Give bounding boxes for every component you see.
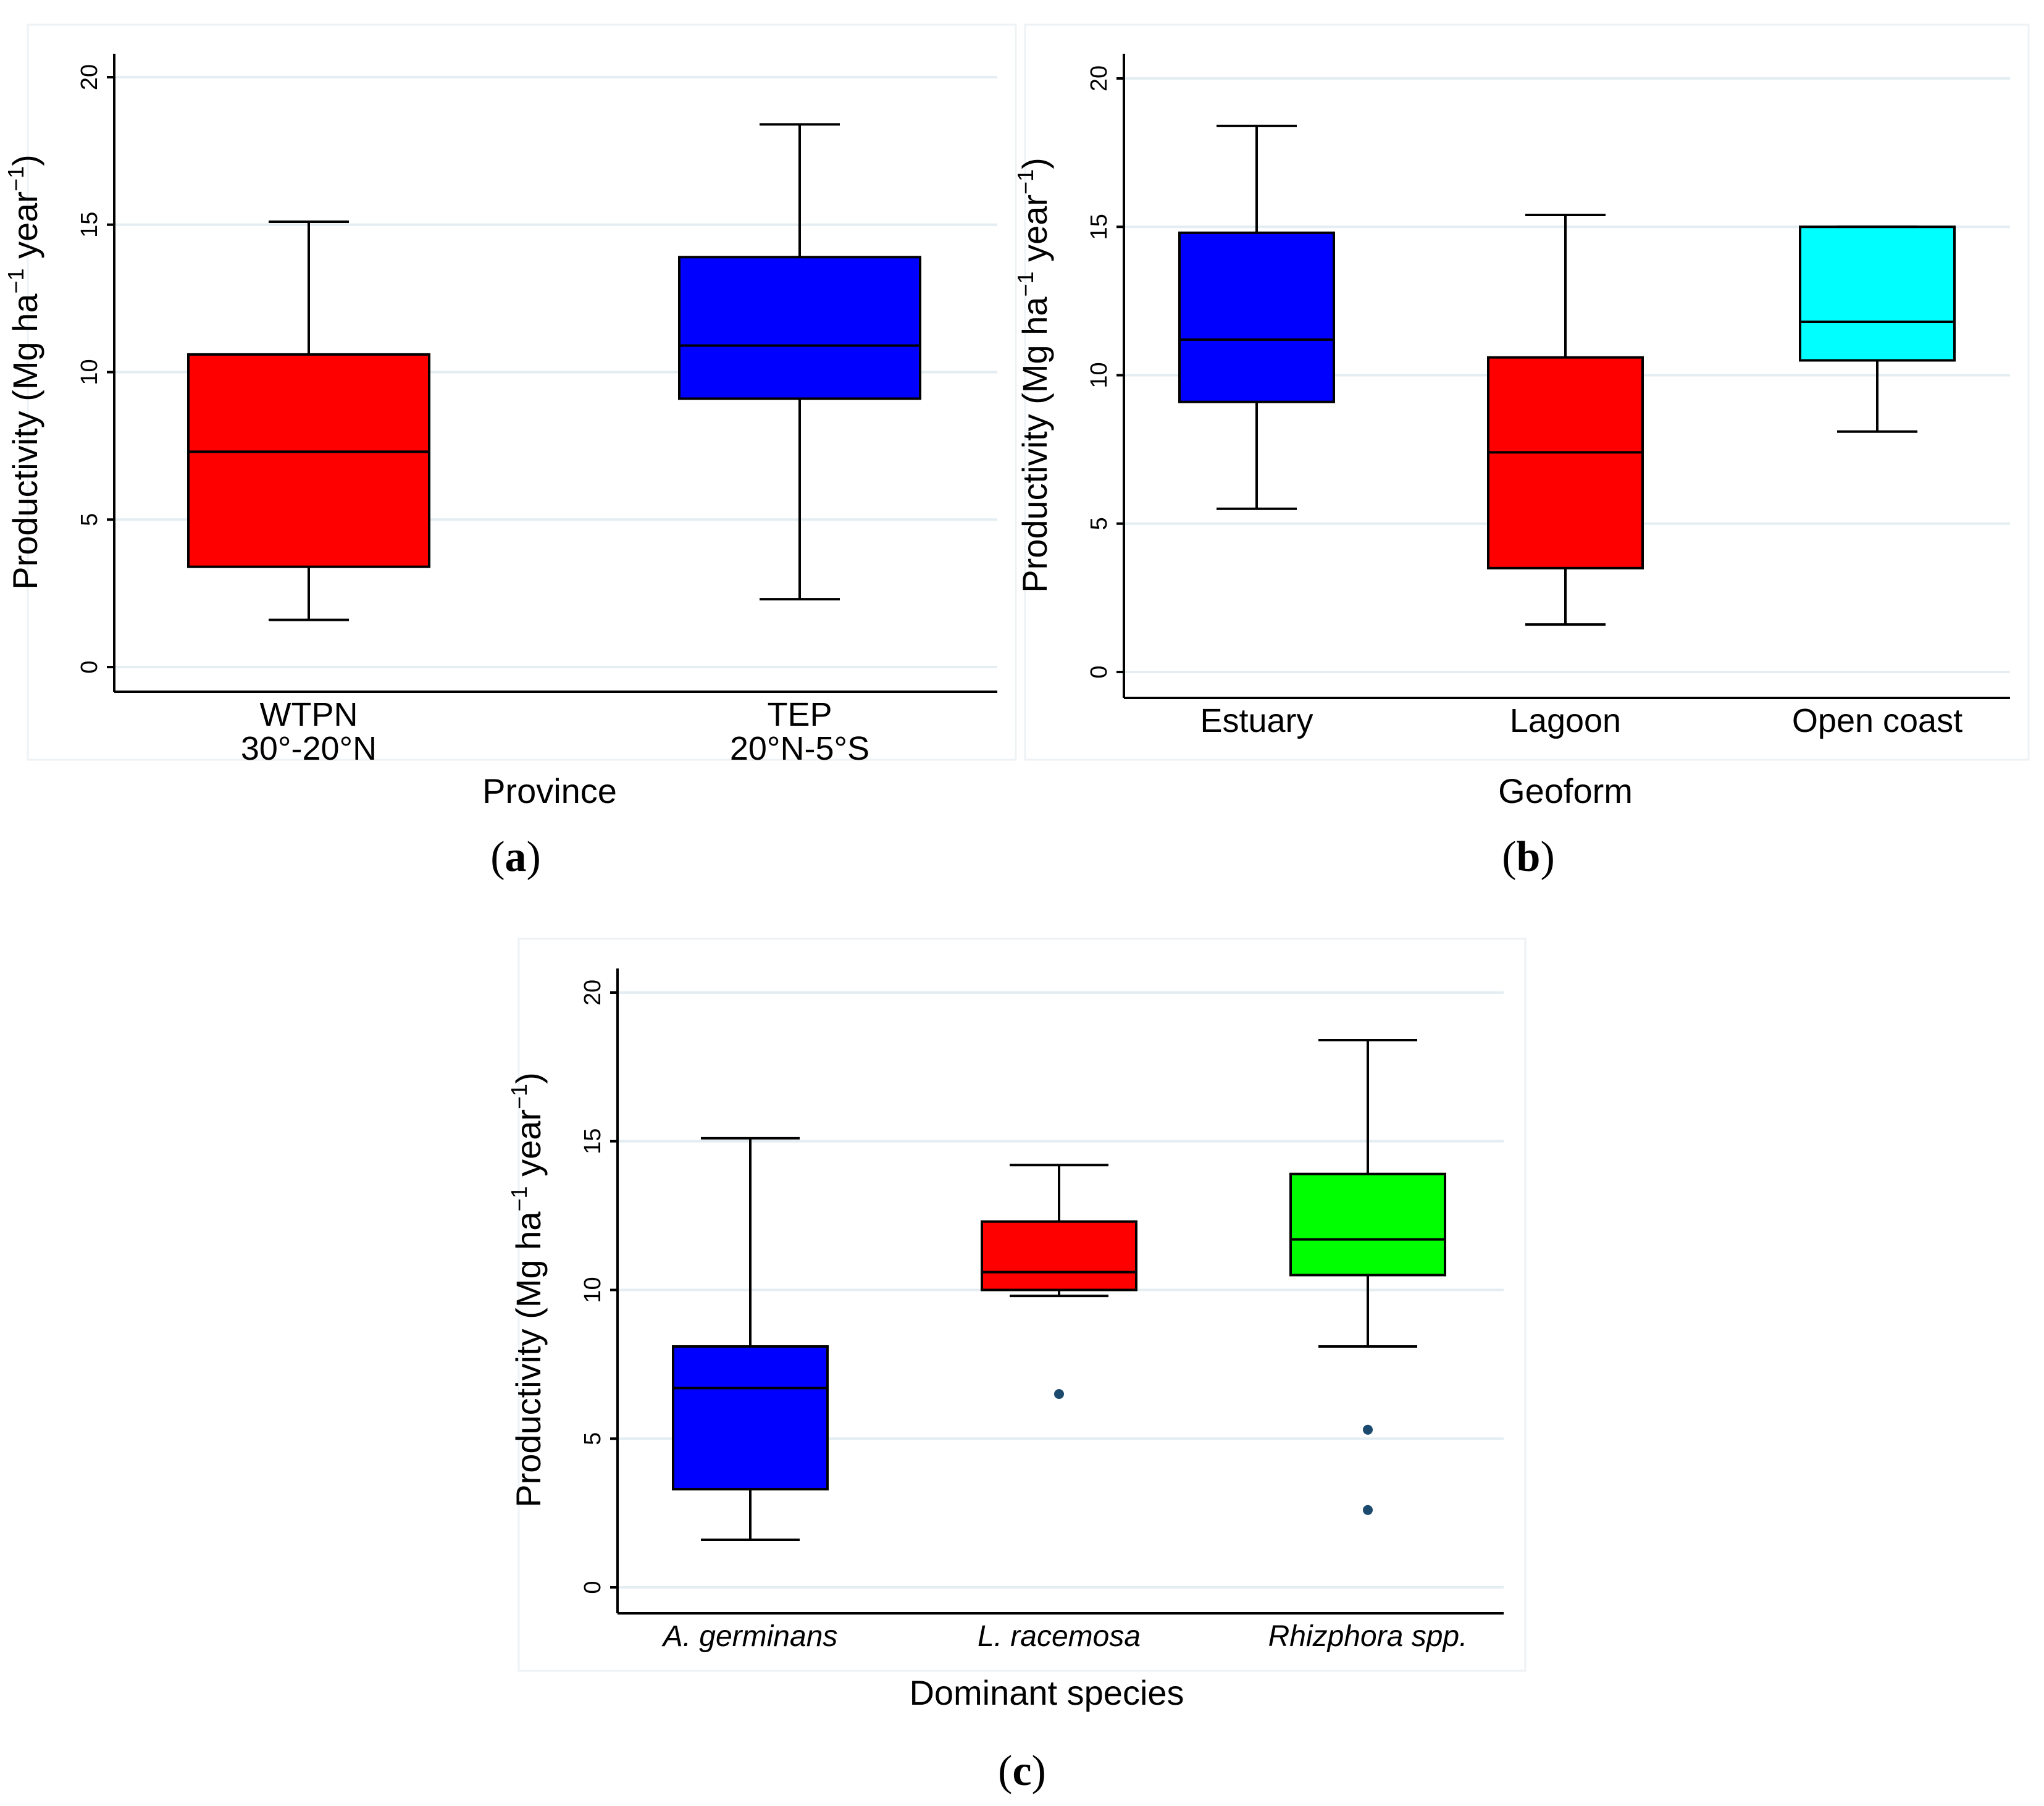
category-label: Rhizphora spp.: [1268, 1620, 1468, 1653]
chart-panel-b: 0 5 10 15 20 Estuary Lagoon Open coast Geoform Pr…: [1013, 23, 2030, 881]
panel-label: (a): [490, 833, 541, 881]
category-label: A. germinans: [661, 1620, 838, 1653]
iqr-box: [1178, 231, 1335, 403]
y-tick-label: 20: [77, 64, 103, 90]
y-tick-label: 20: [1086, 65, 1112, 91]
y-tick-label: 15: [580, 1128, 606, 1154]
category-label: WTPN: [260, 696, 358, 733]
y-tick-label: 15: [1086, 214, 1112, 240]
box-2: [981, 1164, 1137, 1400]
y-tick-label: 5: [580, 1432, 606, 1445]
plot-background: [517, 938, 1527, 1672]
box-2: [1487, 214, 1644, 626]
y-tick-label: 0: [580, 1581, 606, 1594]
box-1: [672, 1136, 829, 1541]
y-tick-label: 10: [77, 359, 103, 385]
y-tick-label: 10: [1086, 362, 1112, 388]
iqr-box: [672, 1345, 829, 1491]
y-tick-label: 15: [77, 212, 103, 238]
y-tick-label: 0: [77, 660, 103, 673]
panel-label: (c): [998, 1747, 1046, 1795]
outlier-point: [1363, 1424, 1373, 1435]
iqr-box: [1289, 1172, 1446, 1277]
category-label: Open coast: [1792, 702, 1962, 739]
iqr-box: [981, 1220, 1137, 1292]
y-tick-label: 5: [77, 513, 103, 526]
iqr-box: [678, 256, 921, 400]
category-sublabel: 30°-20°N: [241, 730, 377, 767]
x-axis-title: Geoform: [1498, 771, 1633, 810]
category-label: L. racemosa: [978, 1620, 1141, 1653]
box-3: [1799, 225, 1956, 433]
y-axis-title: Productivity (Mg ha−1 year−1): [1013, 158, 1054, 593]
outlier-point: [1363, 1505, 1373, 1515]
y-axis-title: Productivity (Mg ha−1 year−1): [3, 154, 44, 590]
y-tick-label: 20: [580, 980, 606, 1006]
box-3: [1289, 1039, 1446, 1515]
panel-label: (b): [1502, 833, 1555, 881]
iqr-box: [187, 353, 430, 568]
chart-panel-c: 0 5 10 15 20 A. germinans L. racemosa Rhizphora…: [506, 938, 1527, 1795]
box-1: [1178, 124, 1335, 510]
y-axis-title: Productivity (Mg ha−1 year−1): [506, 1072, 548, 1508]
iqr-box: [1487, 356, 1644, 569]
category-label: Lagoon: [1510, 702, 1621, 739]
outlier-point: [1054, 1389, 1064, 1400]
x-axis-title: Province: [482, 771, 617, 810]
y-tick-label: 0: [1086, 665, 1112, 678]
y-tick-label: 5: [1086, 517, 1112, 530]
category-label: Estuary: [1200, 702, 1313, 739]
iqr-box: [1799, 225, 1956, 362]
category-sublabel: 20°N-5°S: [730, 730, 869, 767]
x-axis-title: Dominant species: [909, 1673, 1184, 1712]
y-tick-label: 10: [580, 1277, 606, 1303]
box-1: [187, 220, 430, 621]
category-label: TEP: [767, 696, 832, 733]
box-2: [678, 123, 921, 601]
